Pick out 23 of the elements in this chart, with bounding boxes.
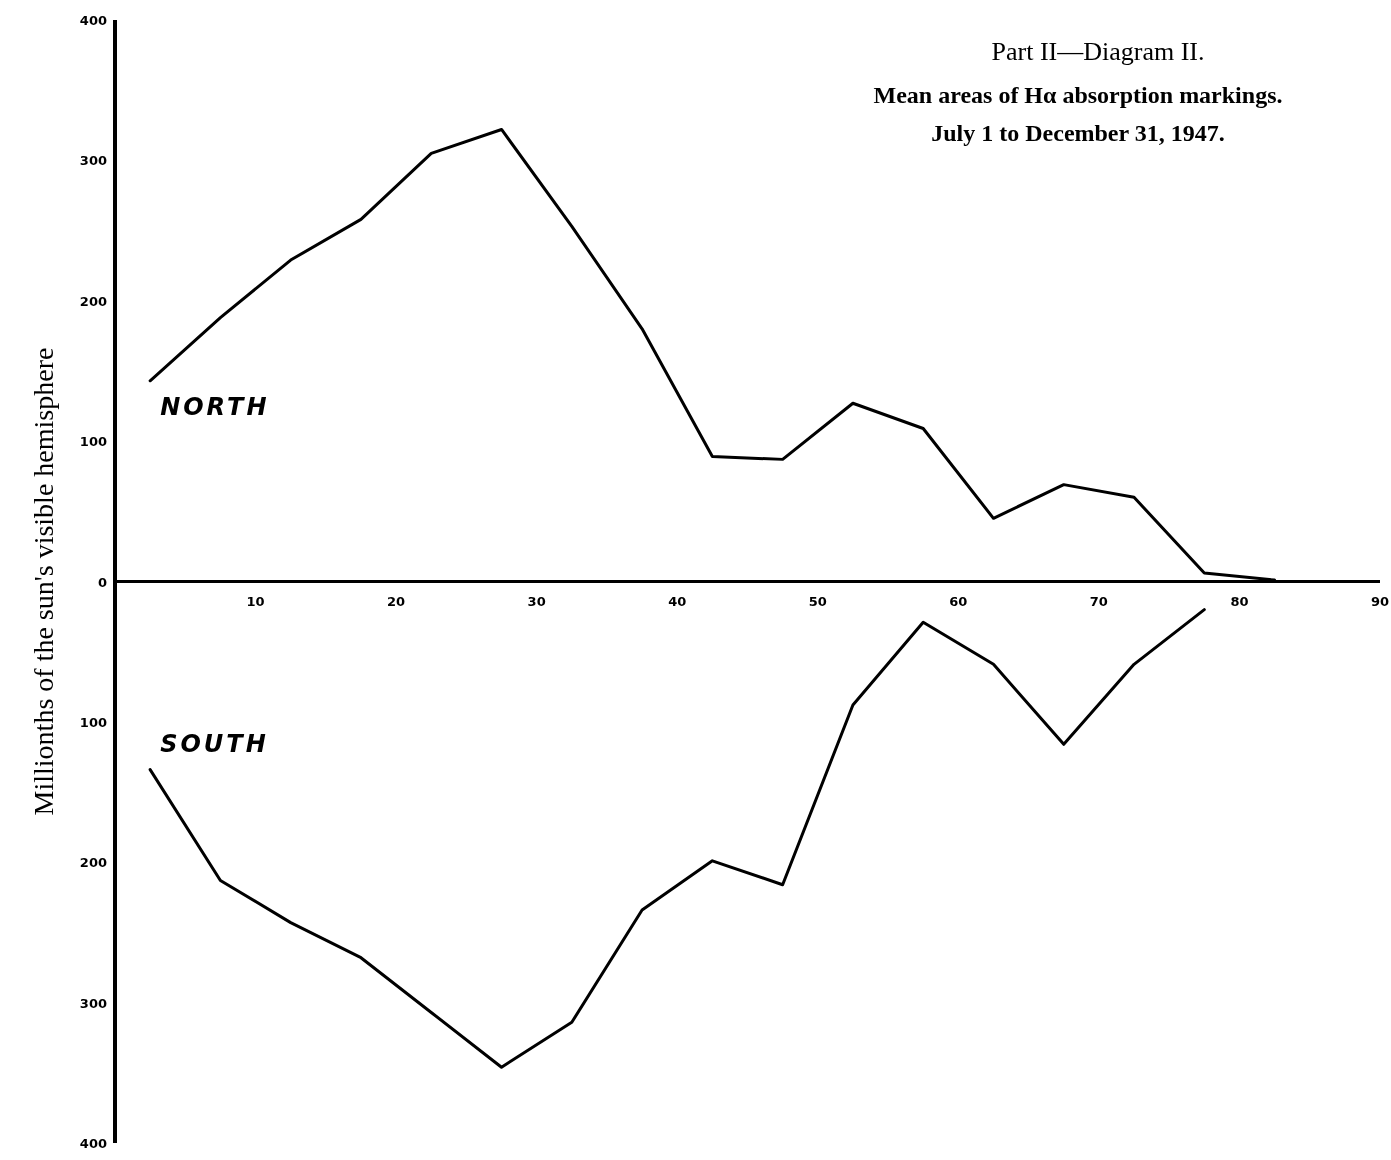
y-tick-label: 0 (97, 574, 107, 590)
text: Part II—Diagram II. (991, 37, 1205, 66)
x-tick-label: 90 (1370, 593, 1390, 609)
y-tick-label: 300 (79, 153, 107, 169)
series-label: SOUTH (160, 729, 269, 758)
x-tick-label: 30 (527, 593, 546, 609)
y-tick-label: 300 (79, 995, 107, 1011)
y-tick-label: 200 (79, 293, 107, 309)
x-tick-label: 70 (1089, 593, 1108, 609)
y-tick-label: 200 (79, 855, 107, 871)
y-tick-label: 400 (79, 13, 107, 28)
y-tick-label: 400 (79, 1136, 107, 1151)
x-tick-label: 40 (668, 593, 687, 609)
text: Mean areas of Hα absorption markings. July 1 to December 31, 1947. (873, 82, 1283, 146)
x-tick-label: 80 (1230, 593, 1249, 609)
x-tick-label: 50 (808, 593, 827, 609)
y-tick-label: 100 (79, 434, 107, 450)
x-tick-label: 20 (387, 593, 406, 609)
y-axis-title: Millionths of the sun's visible hemisphere (28, 347, 59, 816)
series-label: NORTH (160, 392, 270, 421)
y-tick-label: 100 (79, 714, 107, 730)
x-tick-label: 60 (949, 593, 968, 609)
x-tick-label: 10 (246, 593, 265, 609)
